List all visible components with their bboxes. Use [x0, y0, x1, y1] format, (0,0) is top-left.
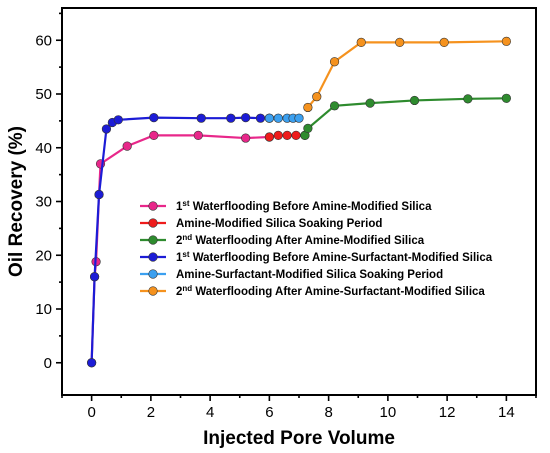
y-tick-label: 0 — [44, 355, 52, 372]
y-tick-label: 10 — [35, 301, 52, 318]
data-point — [303, 123, 313, 133]
data-point — [87, 358, 97, 368]
y-tick-label: 50 — [35, 86, 52, 103]
data-point — [329, 101, 340, 111]
series-5 — [264, 113, 304, 123]
data-point — [241, 113, 251, 123]
legend-marker — [148, 218, 158, 228]
series-3 — [300, 93, 511, 140]
data-point — [255, 113, 266, 123]
legend-label-rest: Waterflooding Before Amine-Modified Sili… — [190, 201, 433, 213]
legend-item: 1st Waterflooding Before Amine-Modified … — [140, 199, 432, 214]
legend-label-main: 2 — [176, 286, 182, 298]
data-point — [303, 102, 313, 113]
legend-label-main: Amine-Modified Silica Soaking Period — [176, 218, 382, 230]
y-tick-label: 20 — [35, 247, 52, 264]
legend-label: Amine-Surfactant-Modified Silica Soaking… — [176, 269, 443, 281]
series-line — [90, 134, 270, 363]
x-tick-label: 14 — [498, 404, 515, 421]
data-point — [149, 130, 159, 140]
data-point — [264, 113, 274, 123]
data-point — [196, 113, 206, 123]
legend-item: Amine-Surfactant-Modified Silica Soaking… — [140, 269, 443, 281]
legend-item: 2nd Waterflooding After Amine-Modified S… — [140, 233, 425, 248]
y-axis-title: Oil Recovery (%) — [6, 126, 27, 277]
legend-marker — [148, 235, 158, 245]
data-point — [89, 272, 100, 282]
legend-marker — [148, 252, 158, 262]
x-tick-label: 0 — [87, 404, 95, 421]
data-point — [356, 37, 366, 48]
data-point — [122, 141, 132, 151]
data-point — [149, 113, 159, 123]
x-tick-label: 12 — [439, 404, 456, 421]
data-point — [409, 95, 420, 106]
legend-label-rest: Waterflooding Before Amine-Surfactant-Mo… — [190, 252, 493, 264]
legend-label: 1st Waterflooding Before Amine-Surfactan… — [176, 250, 493, 265]
data-point — [312, 92, 322, 102]
legend-label-rest: Waterflooding After Amine-Surfactant-Mod… — [192, 286, 485, 298]
legend-label: Amine-Modified Silica Soaking Period — [176, 218, 382, 230]
data-point — [273, 113, 283, 123]
x-axis-title: Injected Pore Volume — [203, 428, 395, 449]
data-point — [463, 94, 473, 104]
data-point — [193, 130, 203, 140]
legend: 1st Waterflooding Before Amine-Modified … — [140, 199, 493, 299]
series-6 — [303, 36, 511, 113]
legend-label-sup: nd — [182, 233, 192, 242]
legend-label-main: 2 — [176, 235, 182, 247]
data-point — [282, 130, 292, 140]
x-tick-label: 8 — [324, 404, 332, 421]
data-point — [365, 98, 375, 108]
x-tick-label: 4 — [206, 404, 214, 421]
legend-label-main: 1 — [176, 252, 183, 264]
series-1 — [87, 130, 274, 368]
y-tick-label: 60 — [35, 32, 52, 49]
data-point — [329, 57, 340, 67]
legend-label: 2nd Waterflooding After Amine-Modified S… — [176, 233, 425, 248]
x-tick-label: 6 — [265, 404, 273, 421]
data-point — [501, 36, 511, 46]
data-point — [264, 132, 274, 142]
legend-marker — [148, 201, 158, 211]
y-tick-label: 40 — [35, 140, 52, 157]
data-point — [501, 93, 511, 103]
data-point — [439, 37, 449, 48]
data-point — [94, 189, 104, 200]
legend-label-sup: st — [182, 250, 189, 259]
legend-label-main: 1 — [176, 201, 183, 213]
legend-label-sup: nd — [182, 284, 192, 293]
data-point — [241, 133, 251, 143]
data-point — [294, 113, 304, 123]
legend-marker — [148, 269, 158, 279]
legend-label: 2nd Waterflooding After Amine-Surfactant… — [176, 284, 485, 299]
x-tick-label: 10 — [380, 404, 397, 421]
legend-item: 2nd Waterflooding After Amine-Surfactant… — [140, 284, 485, 299]
series-line — [307, 40, 507, 109]
legend-label: 1st Waterflooding Before Amine-Modified … — [176, 199, 432, 214]
data-point — [226, 113, 236, 123]
data-point — [101, 124, 112, 134]
legend-label-main: Amine-Surfactant-Modified Silica Soaking… — [176, 269, 443, 281]
data-point — [113, 115, 123, 125]
data-point — [273, 130, 283, 140]
x-tick-label: 2 — [147, 404, 155, 421]
legend-item: 1st Waterflooding Before Amine-Surfactan… — [140, 250, 493, 265]
legend-label-sup: st — [182, 199, 189, 208]
data-point — [291, 130, 301, 140]
y-tick-label: 30 — [35, 194, 52, 211]
legend-item: Amine-Modified Silica Soaking Period — [140, 218, 382, 230]
legend-label-rest: Waterflooding After Amine-Modified Silic… — [192, 235, 425, 247]
data-point — [395, 37, 405, 48]
legend-marker — [148, 286, 158, 296]
